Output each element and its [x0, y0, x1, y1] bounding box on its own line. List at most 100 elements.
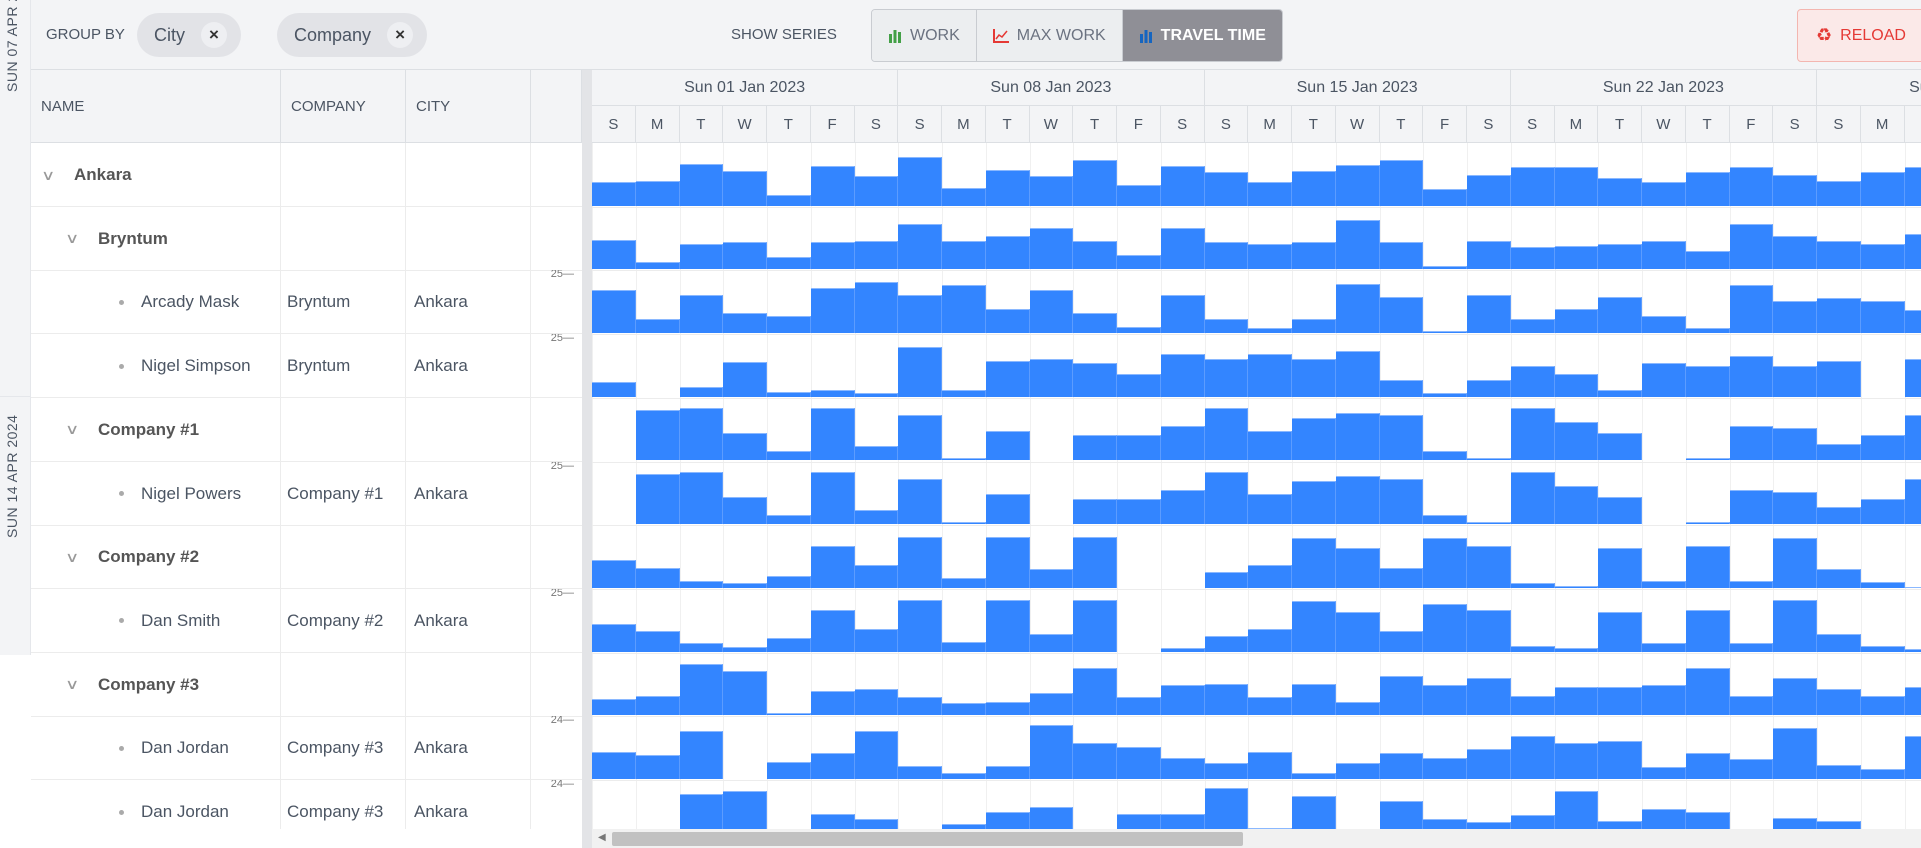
close-icon[interactable]: ×: [201, 22, 227, 48]
histogram-bar[interactable]: [898, 224, 942, 270]
column-header-city[interactable]: CITY: [406, 70, 531, 143]
histogram-bar[interactable]: [1248, 565, 1292, 588]
histogram-bar[interactable]: [1073, 600, 1117, 652]
histogram-bar[interactable]: [1467, 458, 1511, 461]
histogram-bar[interactable]: [898, 294, 942, 334]
histogram-bar[interactable]: [1729, 580, 1774, 588]
histogram-bar[interactable]: [1467, 380, 1511, 397]
histogram-bar[interactable]: [1642, 767, 1686, 779]
histogram-bar[interactable]: [1073, 160, 1117, 206]
histogram-bar[interactable]: [767, 762, 811, 779]
histogram-bar[interactable]: [985, 235, 1030, 270]
histogram-bar[interactable]: [679, 793, 724, 829]
histogram-bar[interactable]: [898, 536, 942, 588]
histogram-bar[interactable]: [1904, 167, 1921, 206]
histogram-bar[interactable]: [810, 752, 855, 779]
histogram-bar[interactable]: [1423, 330, 1467, 334]
histogram-bar[interactable]: [942, 521, 986, 525]
histogram-bar[interactable]: [1073, 536, 1117, 588]
histogram-bar[interactable]: [1510, 365, 1555, 397]
histogram-bar[interactable]: [1598, 297, 1642, 334]
histogram-bar[interactable]: [1773, 235, 1817, 270]
histogram-bar[interactable]: [898, 478, 942, 525]
histogram-bar[interactable]: [1904, 736, 1921, 779]
histogram-bar[interactable]: [1729, 758, 1774, 779]
histogram-bar[interactable]: [1379, 752, 1424, 779]
histogram-bar[interactable]: [723, 791, 767, 829]
histogram-bar[interactable]: [1073, 499, 1117, 525]
histogram-bar[interactable]: [1554, 374, 1599, 397]
histogram-bar[interactable]: [1598, 548, 1642, 588]
horizontal-scrollbar[interactable]: ◀: [592, 829, 1921, 848]
histogram-bar[interactable]: [1642, 181, 1686, 206]
histogram-bar[interactable]: [1292, 171, 1336, 206]
histogram-bar[interactable]: [1817, 764, 1861, 779]
histogram-bar[interactable]: [1860, 300, 1905, 334]
histogram-bar[interactable]: [1335, 612, 1380, 652]
group-row[interactable]: ∨ Bryntum: [31, 206, 582, 271]
work-button[interactable]: WORK: [872, 10, 977, 61]
histogram-bar[interactable]: [1817, 689, 1861, 716]
histogram-bar[interactable]: [942, 773, 986, 779]
histogram-bar[interactable]: [1467, 294, 1511, 334]
histogram-bar[interactable]: [1598, 496, 1642, 525]
histogram-bar[interactable]: [810, 389, 855, 397]
histogram-bar[interactable]: [1029, 692, 1074, 716]
travel-time-button[interactable]: TRAVEL TIME: [1122, 10, 1282, 61]
histogram-bar[interactable]: [592, 382, 636, 397]
histogram-bar[interactable]: [1160, 814, 1205, 829]
histogram-bar[interactable]: [1204, 358, 1249, 397]
histogram-bar[interactable]: [1204, 636, 1249, 652]
histogram-bar[interactable]: [1598, 821, 1642, 829]
histogram-bar[interactable]: [1117, 814, 1161, 829]
histogram-bar[interactable]: [1817, 507, 1861, 525]
histogram-bar[interactable]: [985, 360, 1030, 397]
histogram-bar[interactable]: [1204, 787, 1249, 829]
histogram-bar[interactable]: [1554, 309, 1599, 334]
histogram-bar[interactable]: [1292, 537, 1336, 588]
histogram-bar[interactable]: [985, 430, 1030, 461]
histogram-bar[interactable]: [1423, 537, 1467, 588]
histogram-bar[interactable]: [1160, 425, 1205, 461]
histogram-bar[interactable]: [1423, 393, 1467, 397]
histogram-bar[interactable]: [1904, 478, 1921, 525]
histogram-bar[interactable]: [592, 290, 636, 334]
histogram-bar[interactable]: [1029, 358, 1074, 397]
histogram-bar[interactable]: [810, 287, 855, 334]
histogram-bar[interactable]: [1773, 428, 1817, 461]
histogram-bar[interactable]: [854, 565, 899, 588]
histogram-bar[interactable]: [1773, 817, 1817, 829]
histogram-bar[interactable]: [723, 171, 767, 206]
histogram-bar[interactable]: [1729, 285, 1774, 334]
histogram-bar[interactable]: [1335, 763, 1380, 779]
histogram-bar[interactable]: [1335, 165, 1380, 206]
histogram-bar[interactable]: [1467, 822, 1511, 829]
histogram-bar[interactable]: [1598, 433, 1642, 461]
scrollbar-thumb[interactable]: [612, 832, 1243, 846]
histogram-bar[interactable]: [898, 697, 942, 716]
histogram-bar[interactable]: [1335, 284, 1380, 334]
histogram-bar[interactable]: [1510, 583, 1555, 588]
histogram-bar[interactable]: [1160, 685, 1205, 716]
histogram-bar[interactable]: [679, 244, 724, 270]
histogram-bar[interactable]: [854, 281, 899, 334]
reload-button[interactable]: ♻ RELOAD: [1797, 9, 1921, 62]
histogram-bar[interactable]: [1204, 763, 1249, 779]
histogram-bar[interactable]: [1423, 685, 1467, 716]
histogram-bar[interactable]: [1248, 353, 1292, 397]
histogram-bar[interactable]: [1685, 811, 1730, 829]
histogram-bar[interactable]: [942, 458, 986, 461]
histogram-bar[interactable]: [1117, 255, 1161, 270]
histogram-bar[interactable]: [1379, 415, 1424, 461]
histogram-bar[interactable]: [679, 387, 724, 397]
histogram-bar[interactable]: [767, 514, 811, 525]
histogram-bar[interactable]: [1467, 521, 1511, 525]
histogram-bar[interactable]: [1423, 188, 1467, 206]
histogram-bar[interactable]: [679, 731, 724, 779]
histogram-bar[interactable]: [1904, 586, 1921, 588]
close-icon[interactable]: ×: [387, 22, 414, 48]
histogram-bar[interactable]: [1204, 172, 1249, 206]
histogram-bar[interactable]: [1204, 241, 1249, 270]
histogram-bar[interactable]: [1073, 240, 1117, 270]
histogram-bar[interactable]: [1117, 746, 1161, 779]
